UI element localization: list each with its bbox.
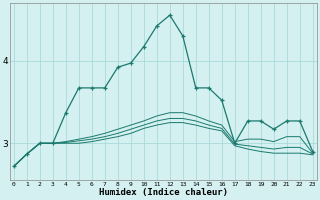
X-axis label: Humidex (Indice chaleur): Humidex (Indice chaleur) [99, 188, 228, 197]
